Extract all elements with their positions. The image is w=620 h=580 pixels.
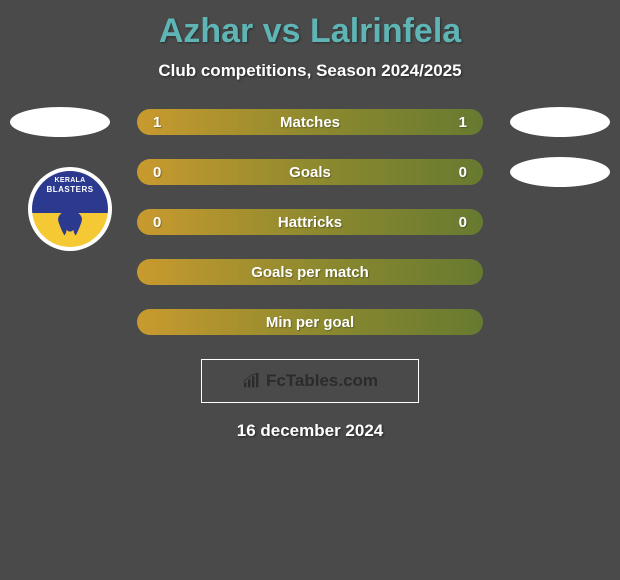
stat-rows: KERALA BLASTERS 1 Matches 1 0 Goals 0 <box>0 109 620 335</box>
stat-bar-matches: 1 Matches 1 <box>137 109 483 135</box>
player1-name: Azhar <box>159 12 253 50</box>
stat-row: 0 Hattricks 0 <box>0 209 620 235</box>
watermark-text: FcTables.com <box>266 371 378 391</box>
stat-left-value: 1 <box>153 114 173 131</box>
stat-row: Min per goal <box>0 309 620 335</box>
stat-row: Goals per match <box>0 259 620 285</box>
stat-row: 0 Goals 0 <box>0 159 620 185</box>
stat-label: Matches <box>280 114 340 131</box>
placeholder-ellipse-right <box>510 107 610 137</box>
bar-chart-icon <box>242 373 262 389</box>
stat-label: Goals <box>289 164 331 181</box>
stat-label: Goals per match <box>251 264 369 281</box>
stat-right-value: 1 <box>447 114 467 131</box>
page-title: Azhar vs Lalrinfela <box>0 12 620 51</box>
stat-label: Hattricks <box>278 214 342 231</box>
watermark-box: FcTables.com <box>201 359 419 403</box>
stat-bar-hattricks: 0 Hattricks 0 <box>137 209 483 235</box>
player2-name: Lalrinfela <box>310 12 461 50</box>
subtitle: Club competitions, Season 2024/2025 <box>0 61 620 81</box>
stat-row: 1 Matches 1 <box>0 109 620 135</box>
stat-left-value: 0 <box>153 164 173 181</box>
stat-left-value: 0 <box>153 214 173 231</box>
stat-bar-min-per-goal: Min per goal <box>137 309 483 335</box>
date-text: 16 december 2024 <box>0 421 620 441</box>
placeholder-ellipse-left <box>10 107 110 137</box>
placeholder-ellipse-right <box>510 157 610 187</box>
stat-right-value: 0 <box>447 164 467 181</box>
stat-bar-goals: 0 Goals 0 <box>137 159 483 185</box>
stat-bar-goals-per-match: Goals per match <box>137 259 483 285</box>
vs-text: vs <box>263 12 301 50</box>
stat-label: Min per goal <box>266 314 354 331</box>
stat-right-value: 0 <box>447 214 467 231</box>
stats-infographic: Azhar vs Lalrinfela Club competitions, S… <box>0 0 620 441</box>
club-logo-line2: BLASTERS <box>46 185 93 194</box>
